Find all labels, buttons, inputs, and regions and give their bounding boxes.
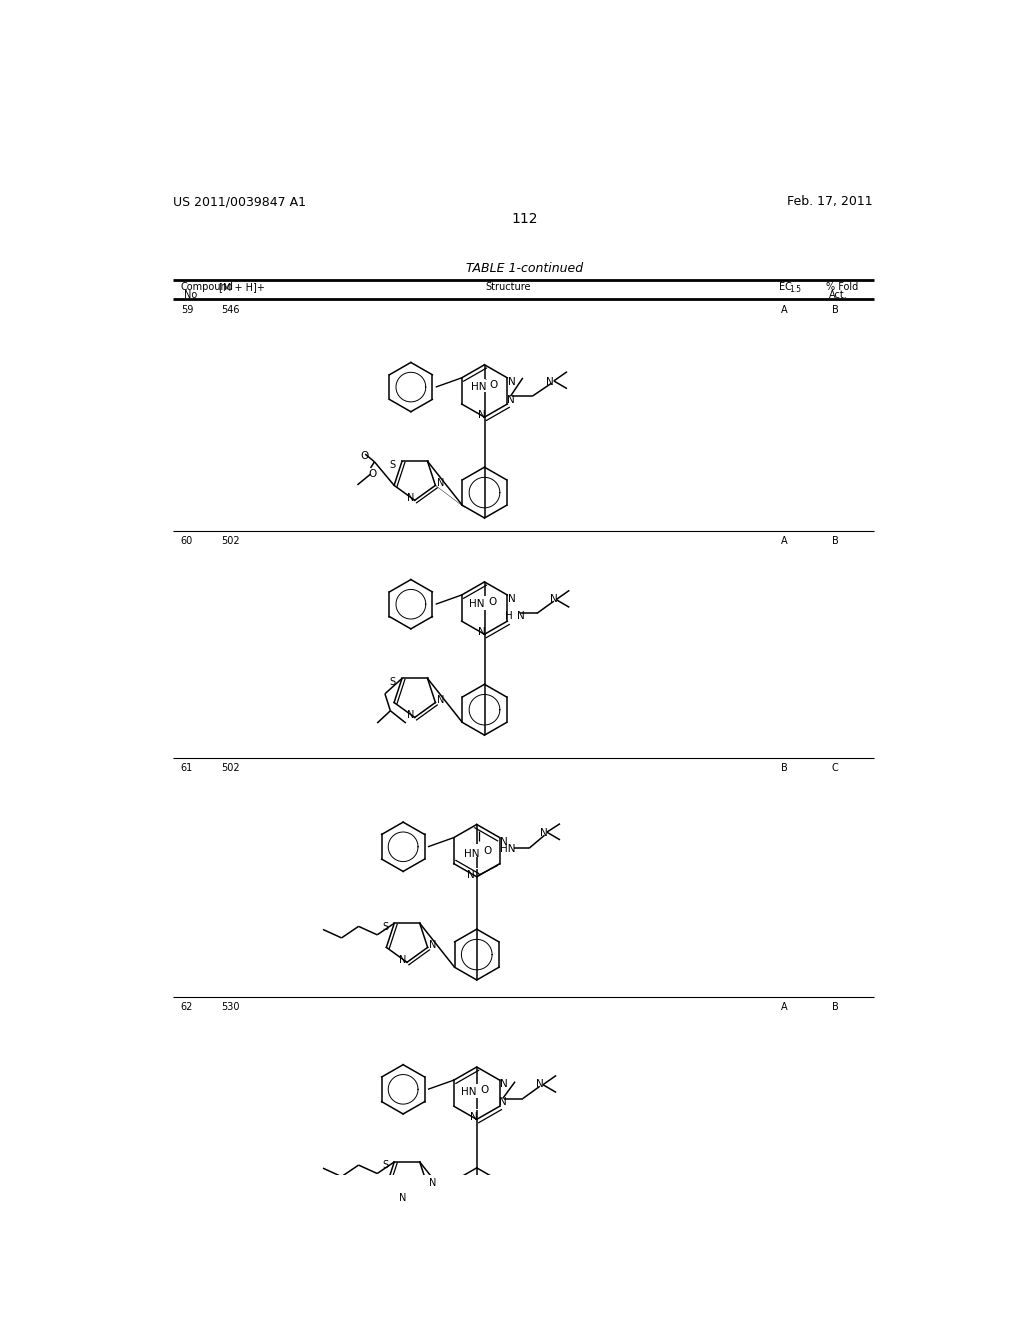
Text: N: N: [437, 694, 444, 705]
Text: 59: 59: [180, 305, 194, 314]
Text: N: N: [508, 378, 516, 387]
Text: 61: 61: [181, 763, 194, 772]
Text: Act.: Act.: [828, 290, 847, 300]
Text: O: O: [489, 380, 498, 391]
Text: N: N: [550, 594, 558, 605]
Text: O: O: [360, 451, 369, 461]
Text: N: N: [501, 1080, 508, 1089]
Text: EC: EC: [779, 282, 792, 292]
Text: H: H: [505, 611, 513, 622]
Text: N: N: [540, 828, 548, 837]
Text: O: O: [480, 1085, 488, 1096]
Text: N: N: [429, 940, 436, 949]
Text: N: N: [546, 378, 554, 387]
Text: C: C: [831, 763, 839, 772]
Text: 530: 530: [221, 1002, 240, 1011]
Text: N: N: [399, 1193, 407, 1204]
Text: A: A: [781, 1002, 787, 1011]
Text: HN: HN: [464, 849, 480, 859]
Text: N: N: [507, 395, 514, 405]
Text: S: S: [382, 1160, 388, 1171]
Text: S: S: [390, 677, 395, 686]
Text: HN: HN: [469, 599, 484, 609]
Text: B: B: [831, 305, 839, 314]
Text: N: N: [437, 478, 444, 487]
Text: [M + H]+: [M + H]+: [219, 282, 265, 292]
Text: O: O: [488, 597, 497, 607]
Text: N: N: [477, 411, 485, 420]
Text: B: B: [781, 763, 788, 772]
Text: US 2011/0039847 A1: US 2011/0039847 A1: [173, 195, 306, 209]
Text: % Fold: % Fold: [825, 282, 858, 292]
Text: N: N: [499, 1097, 507, 1107]
Text: N: N: [501, 837, 508, 846]
Text: S: S: [390, 459, 395, 470]
Text: N: N: [467, 870, 474, 880]
Text: N: N: [429, 1179, 436, 1188]
Text: HN: HN: [500, 845, 515, 854]
Text: N: N: [536, 1080, 544, 1089]
Text: N: N: [517, 611, 524, 622]
Text: N: N: [477, 627, 485, 638]
Text: O: O: [369, 470, 377, 479]
Text: A: A: [781, 536, 787, 545]
Text: N: N: [408, 492, 415, 503]
Text: 502: 502: [221, 763, 240, 772]
Text: Feb. 17, 2011: Feb. 17, 2011: [786, 195, 872, 209]
Text: 112: 112: [512, 213, 538, 226]
Text: O: O: [483, 846, 492, 855]
Text: 502: 502: [221, 536, 240, 545]
Text: N: N: [408, 710, 415, 719]
Text: 62: 62: [180, 1002, 194, 1011]
Text: 546: 546: [221, 305, 240, 314]
Text: No: No: [183, 290, 197, 300]
Text: B: B: [831, 1002, 839, 1011]
Text: HN: HN: [471, 381, 486, 392]
Text: 1.5: 1.5: [790, 285, 801, 294]
Text: 60: 60: [181, 536, 194, 545]
Text: B: B: [831, 536, 839, 545]
Text: Compound: Compound: [180, 282, 233, 292]
Text: A: A: [781, 305, 787, 314]
Text: TABLE 1-continued: TABLE 1-continued: [466, 263, 584, 276]
Text: Structure: Structure: [485, 282, 530, 292]
Text: N: N: [399, 954, 407, 965]
Text: S: S: [382, 921, 388, 932]
Text: HN: HN: [461, 1088, 477, 1097]
Text: N: N: [508, 594, 516, 605]
Text: N: N: [470, 1113, 477, 1122]
